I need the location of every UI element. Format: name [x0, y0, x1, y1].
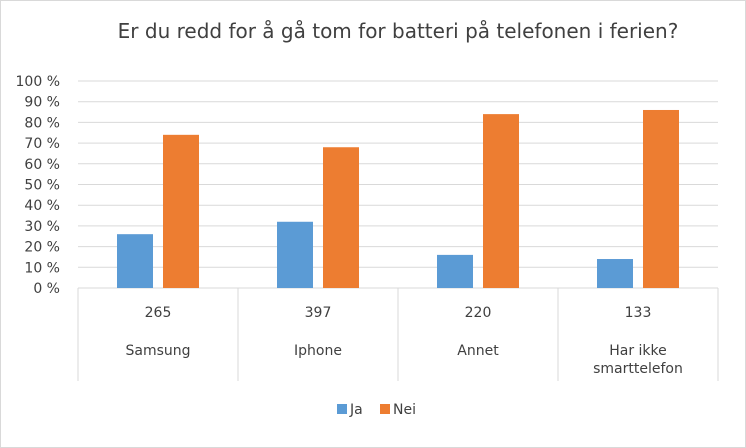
category-label: Samsung	[125, 343, 190, 359]
y-tick-label: 80 %	[24, 115, 60, 131]
legend-label-ja: Ja	[349, 402, 363, 418]
category-count: 397	[305, 305, 332, 321]
y-tick-label: 20 %	[24, 240, 60, 256]
legend-label-nei: Nei	[393, 402, 416, 418]
bar-ja-1	[117, 234, 153, 288]
legend-swatch-ja	[337, 404, 347, 414]
bar-nei-4	[643, 109, 679, 288]
category-count: 220	[465, 305, 492, 321]
y-tick-label: 10 %	[24, 260, 60, 276]
bar-nei-3	[483, 114, 519, 289]
chart-title: Er du redd for å gå tom for batteri på t…	[118, 19, 679, 43]
bar-nei-1	[163, 134, 199, 288]
category-label: smarttelefon	[593, 361, 683, 377]
category-table: 265 Samsung 397 Iphone 220 Annet 133 Har ikke sm…	[77, 288, 719, 381]
y-tick-label: 50 %	[24, 178, 60, 194]
legend-swatch-nei	[380, 404, 390, 414]
y-tick-label: 70 %	[24, 136, 60, 152]
bar-ja-2	[277, 221, 313, 288]
bar-nei-2	[323, 147, 359, 288]
bar-ja-4	[597, 259, 633, 288]
category-label: Annet	[457, 343, 499, 359]
y-tick-label: 30 %	[24, 219, 60, 235]
y-tick-label: 40 %	[24, 198, 60, 214]
legend: Ja Nei	[337, 402, 416, 418]
y-axis-ticks: 0 % 10 % 20 % 30 % 40 % 50 % 60 % 70 % 80 % 90 % 1…	[16, 74, 60, 297]
category-count: 265	[145, 305, 172, 321]
bar-ja-3	[437, 254, 473, 288]
bars	[117, 109, 679, 289]
category-label: Har ikke	[609, 343, 667, 359]
y-tick-label: 60 %	[24, 157, 60, 173]
y-tick-label: 0 %	[33, 281, 60, 297]
y-tick-label: 100 %	[16, 74, 60, 90]
category-count: 133	[625, 305, 652, 321]
y-tick-label: 90 %	[24, 95, 60, 111]
category-label: Iphone	[294, 343, 342, 359]
